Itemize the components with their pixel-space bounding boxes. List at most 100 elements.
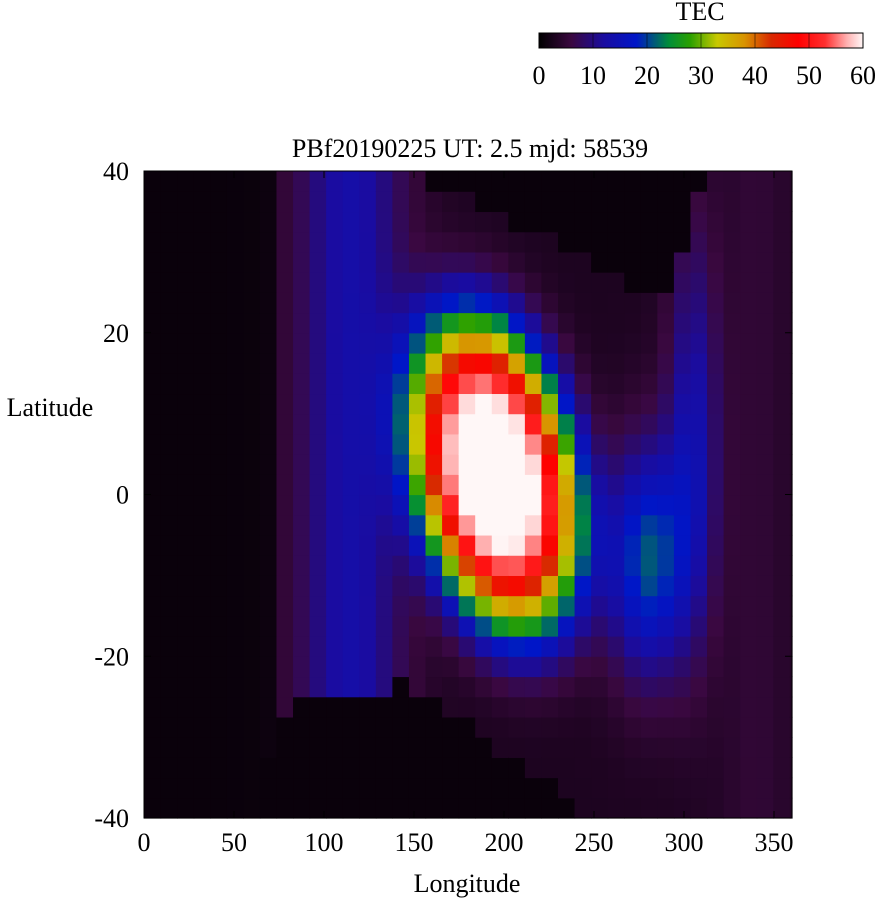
heatmap-cell: [309, 777, 327, 799]
heatmap-cell: [740, 737, 758, 758]
heatmap-cell: [293, 413, 311, 435]
heatmap-cell: [193, 171, 211, 192]
heatmap-cell: [690, 534, 708, 556]
heatmap-cell: [458, 575, 476, 597]
heatmap-cell: [690, 191, 708, 213]
heatmap-cell: [293, 737, 311, 758]
heatmap-cell: [657, 534, 675, 556]
heatmap-cell: [160, 555, 178, 576]
heatmap-cell: [491, 332, 509, 354]
heatmap-cell: [475, 514, 493, 536]
heatmap-cell: [160, 534, 178, 556]
heatmap-cell: [773, 555, 791, 576]
heatmap-cell: [541, 171, 559, 192]
heatmap-cell: [508, 636, 526, 657]
heatmap-cell: [342, 251, 360, 273]
heatmap-cell: [607, 292, 625, 314]
heatmap-cell: [491, 595, 509, 617]
heatmap-cell: [144, 171, 162, 192]
heatmap-cell: [624, 555, 642, 576]
heatmap-cell: [144, 231, 162, 253]
heatmap-cell: [591, 352, 609, 374]
heatmap-cell: [591, 312, 609, 334]
heatmap-cell: [342, 615, 360, 637]
heatmap-cell: [375, 454, 393, 475]
x-tick-label: 250: [575, 828, 614, 857]
heatmap-cell: [574, 676, 592, 698]
heatmap-cell: [425, 272, 443, 293]
heatmap-cell: [524, 373, 543, 395]
heatmap-cell: [392, 656, 410, 678]
heatmap-cell: [226, 373, 244, 395]
heatmap-cell: [177, 231, 195, 253]
heatmap-cell: [740, 231, 758, 253]
heatmap-cell: [309, 352, 327, 374]
heatmap-cell: [723, 615, 741, 637]
heatmap-cell: [773, 696, 791, 718]
heatmap-cell: [359, 636, 377, 657]
heatmap-cell: [309, 797, 327, 819]
heatmap-cell: [491, 514, 509, 536]
heatmap-cell: [144, 555, 162, 576]
heatmap-cell: [475, 231, 493, 253]
colorbar-tick-label: 60: [850, 61, 876, 90]
heatmap-cell: [756, 757, 774, 779]
heatmap-cell: [607, 716, 625, 738]
heatmap-cell: [259, 555, 278, 576]
heatmap-cell: [657, 251, 675, 273]
heatmap-cell: [408, 352, 427, 374]
heatmap-cell: [226, 737, 244, 758]
heatmap-cell: [640, 797, 658, 819]
heatmap-cell: [673, 636, 692, 657]
heatmap-cell: [475, 797, 493, 819]
heatmap-cell: [144, 332, 162, 354]
heatmap-cell: [177, 777, 195, 799]
heatmap-cell: [243, 534, 261, 556]
heatmap-cell: [392, 595, 410, 617]
heatmap-cell: [789, 534, 793, 556]
heatmap-cell: [756, 474, 774, 496]
heatmap-cell: [789, 757, 793, 779]
colorbar-tick-label: 40: [742, 61, 768, 90]
heatmap-cell: [640, 373, 658, 395]
heatmap-cell: [160, 777, 178, 799]
heatmap-cell: [508, 211, 526, 233]
heatmap-cell: [475, 312, 493, 334]
heatmap-cell: [293, 433, 311, 455]
heatmap-cell: [491, 191, 509, 213]
heatmap-cell: [756, 737, 774, 758]
heatmap-cell: [408, 777, 427, 799]
heatmap-cell: [673, 251, 692, 273]
heatmap-cell: [326, 474, 344, 496]
heatmap-cell: [491, 433, 509, 455]
heatmap-cell: [657, 797, 675, 819]
heatmap-cell: [789, 636, 793, 657]
heatmap-cell: [558, 757, 576, 779]
heatmap-cell: [723, 696, 741, 718]
heatmap-cell: [442, 676, 460, 698]
heatmap-cell: [276, 171, 294, 192]
heatmap-cell: [491, 211, 509, 233]
heatmap-cell: [773, 413, 791, 435]
heatmap-cell: [442, 292, 460, 314]
heatmap-cell: [442, 332, 460, 354]
heatmap-cell: [408, 312, 427, 334]
heatmap-cell: [359, 211, 377, 233]
heatmap-cell: [740, 676, 758, 698]
heatmap-cell: [657, 231, 675, 253]
heatmap-cell: [640, 191, 658, 213]
heatmap-cell: [574, 272, 592, 293]
heatmap-cell: [524, 696, 543, 718]
heatmap-cell: [210, 171, 228, 192]
heatmap-cell: [309, 171, 327, 192]
heatmap-cell: [657, 171, 675, 192]
heatmap-cell: [276, 797, 294, 819]
heatmap-cell: [690, 595, 708, 617]
heatmap-cell: [408, 272, 427, 293]
heatmap-cell: [193, 757, 211, 779]
heatmap-cell: [259, 676, 278, 698]
heatmap-cell: [342, 413, 360, 435]
heatmap-cell: [243, 292, 261, 314]
heatmap-cell: [491, 777, 509, 799]
heatmap-cell: [177, 555, 195, 576]
